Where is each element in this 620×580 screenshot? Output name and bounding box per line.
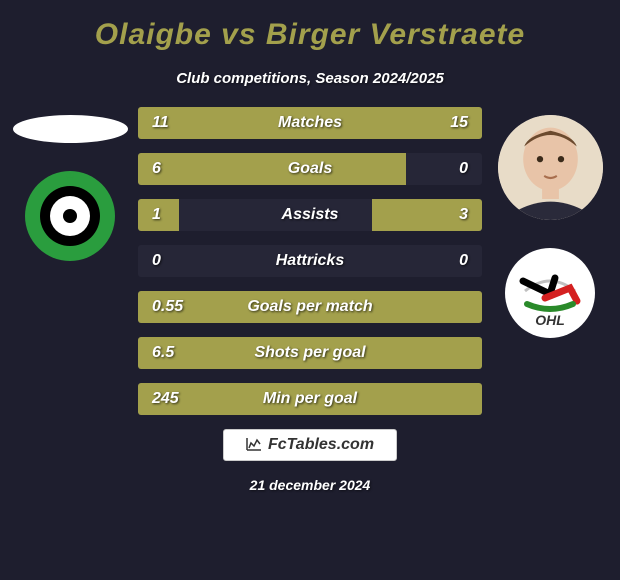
stat-row-min-per-goal: 245 Min per goal	[138, 383, 482, 415]
stat-label: Assists	[138, 206, 482, 224]
left-player-column: ♔	[10, 107, 130, 415]
badge-ring-inner	[50, 196, 90, 236]
player-left-avatar	[13, 115, 128, 143]
badge-ring-outer	[40, 186, 100, 246]
stat-row-assists: 1 Assists 3	[138, 199, 482, 231]
badge-dot	[63, 209, 77, 223]
chart-icon	[246, 437, 262, 454]
stat-row-matches: 11 Matches 15	[138, 107, 482, 139]
subtitle: Club competitions, Season 2024/2025	[176, 70, 444, 87]
stat-label: Min per goal	[138, 390, 482, 408]
stat-right-value: 0	[459, 160, 468, 178]
stat-row-shots-per-goal: 6.5 Shots per goal	[138, 337, 482, 369]
stat-label: Shots per goal	[138, 344, 482, 362]
club-right-badge: OHL	[505, 248, 595, 338]
stats-column: 11 Matches 15 6 Goals 0 1 Assists 3	[130, 107, 490, 415]
stat-right-value: 3	[459, 206, 468, 224]
crown-icon: ♔	[65, 169, 76, 183]
stat-row-goals: 6 Goals 0	[138, 153, 482, 185]
stat-row-goals-per-match: 0.55 Goals per match	[138, 291, 482, 323]
stat-row-hattricks: 0 Hattricks 0	[138, 245, 482, 277]
page-title: Olaigbe vs Birger Verstraete	[95, 18, 525, 52]
date-text: 21 december 2024	[250, 477, 371, 493]
ohl-text: OHL	[535, 312, 565, 328]
comparison-card: Olaigbe vs Birger Verstraete Club compet…	[0, 0, 620, 580]
player-right-avatar	[498, 115, 603, 220]
stat-right-value: 15	[450, 114, 468, 132]
stat-right-value: 0	[459, 252, 468, 270]
stat-label: Goals per match	[138, 298, 482, 316]
content-area: ♔ 11 Matches 15 6 Goals	[0, 107, 620, 415]
right-player-column: OHL	[490, 107, 610, 415]
footer-brand-text: FcTables.com	[268, 436, 374, 454]
stat-label: Hattricks	[138, 252, 482, 270]
face-icon	[498, 115, 603, 220]
footer-brand-badge[interactable]: FcTables.com	[223, 429, 397, 461]
stat-label: Matches	[138, 114, 482, 132]
stat-label: Goals	[138, 160, 482, 178]
club-left-badge: ♔	[25, 171, 115, 261]
